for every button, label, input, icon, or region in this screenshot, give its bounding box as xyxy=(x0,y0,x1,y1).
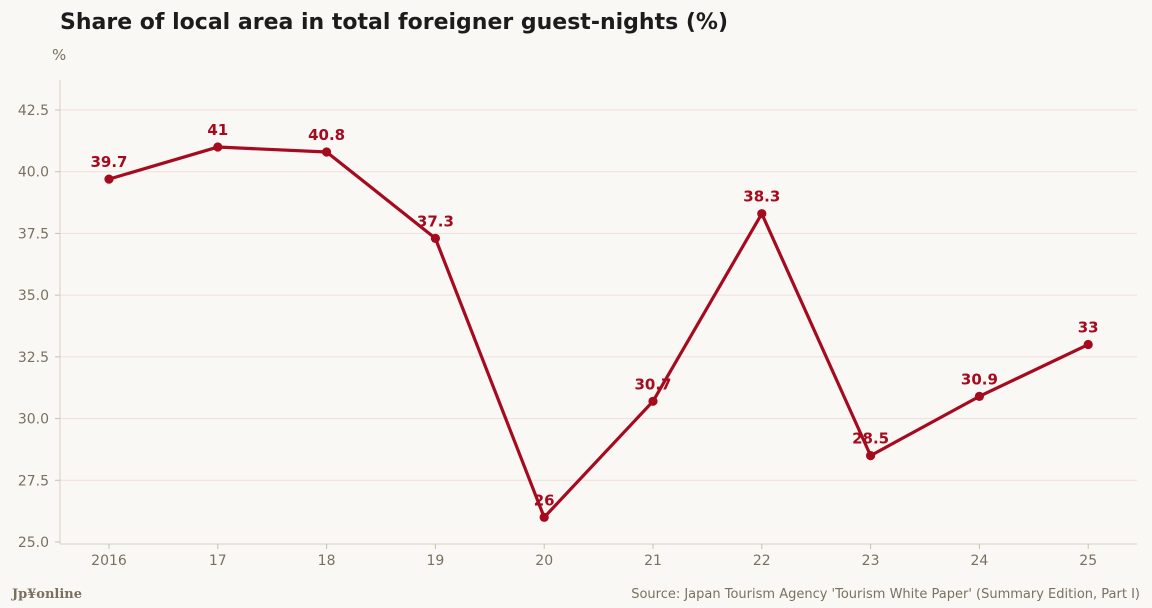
x-tick-label: 2016 xyxy=(91,553,127,569)
y-tick-label: 42.5 xyxy=(18,103,49,119)
y-tick-label: 27.5 xyxy=(18,473,49,489)
series-line-path xyxy=(107,145,1090,519)
data-label: 41 xyxy=(207,121,228,139)
data-point xyxy=(866,451,876,461)
data-point xyxy=(1083,339,1093,350)
y-tick-label: 25.0 xyxy=(18,535,49,551)
data-point xyxy=(104,174,114,184)
data-labels: 39.7 41 40.8 37.3 26 30.7 38.3 28.5 30.9 33 xyxy=(90,121,1098,509)
chart-title: Share of local area in total foreigner g… xyxy=(60,10,728,35)
brand-logo: Jp¥online xyxy=(12,587,83,602)
data-point xyxy=(757,209,767,219)
y-tick-label: 32.5 xyxy=(18,350,49,366)
y-tick-label: 37.5 xyxy=(18,226,49,242)
x-tick-label: 25 xyxy=(1079,553,1097,569)
source-note: Source: Japan Tourism Agency 'Tourism Wh… xyxy=(631,587,1140,602)
data-label: 28.5 xyxy=(852,430,889,448)
data-point xyxy=(430,233,440,243)
data-point xyxy=(539,512,549,522)
data-label: 38.3 xyxy=(743,188,780,206)
data-label: 30.7 xyxy=(634,375,671,393)
y-tick-label: 35.0 xyxy=(18,288,49,304)
y-tick-labels: 25.0 27.5 30.0 32.5 35.0 37.5 40.0 42.5 xyxy=(18,103,49,551)
grid-lines xyxy=(60,109,1137,481)
x-tick-label: 24 xyxy=(970,553,988,569)
series-line xyxy=(107,145,1090,519)
x-tick-label: 20 xyxy=(535,553,553,569)
data-point xyxy=(322,147,332,157)
data-point xyxy=(974,391,985,401)
data-label: 30.9 xyxy=(961,370,998,388)
data-point xyxy=(648,396,658,406)
x-tick-label: 17 xyxy=(209,553,227,569)
data-label: 33 xyxy=(1078,319,1099,337)
data-label: 37.3 xyxy=(417,212,454,230)
data-label: 40.8 xyxy=(308,126,345,144)
data-point xyxy=(213,142,223,152)
data-points xyxy=(104,142,1093,522)
y-tick-label: 40.0 xyxy=(18,165,49,181)
axes xyxy=(55,80,1137,549)
y-axis-unit-label: % xyxy=(52,46,66,64)
x-tick-label: 22 xyxy=(753,553,771,569)
x-tick-labels: 2016 17 18 19 20 21 22 23 24 25 xyxy=(91,553,1097,569)
y-tick-label: 30.0 xyxy=(18,412,49,428)
data-label: 26 xyxy=(534,491,555,509)
x-tick-label: 19 xyxy=(426,553,444,569)
data-label: 39.7 xyxy=(90,153,127,171)
x-tick-label: 21 xyxy=(644,553,662,569)
x-tick-label: 18 xyxy=(318,553,336,569)
x-tick-label: 23 xyxy=(862,553,880,569)
